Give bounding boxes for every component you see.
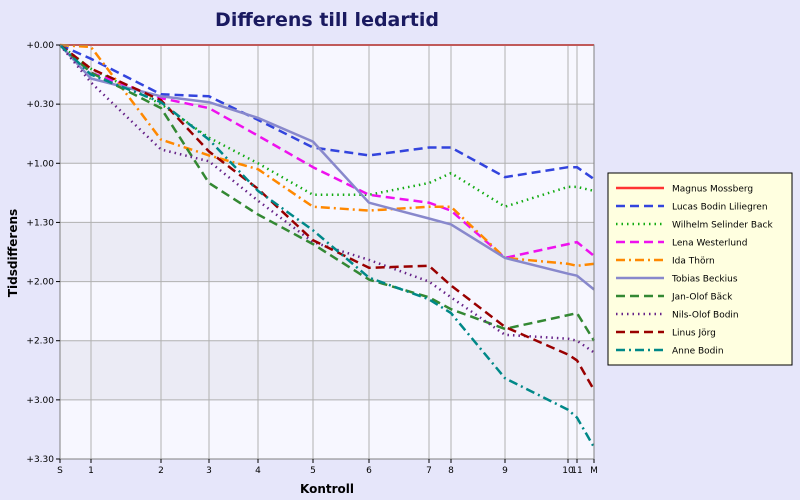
x-tick-label: M bbox=[590, 466, 598, 476]
legend-label: Anne Bodin bbox=[672, 347, 724, 357]
plot-band bbox=[60, 399, 594, 459]
series-line-8 bbox=[59, 44, 595, 354]
y-axis-title: Tidsdifferens bbox=[6, 209, 20, 297]
legend-label: Lucas Bodin Liliegren bbox=[672, 203, 768, 213]
chart-title: Differens till ledartid bbox=[215, 9, 439, 31]
legend-label: Magnus Mossberg bbox=[672, 185, 753, 195]
series-line-4 bbox=[59, 44, 595, 260]
y-axis-ticks: +0.00 +0.30 +1.00 +1.30 +2.00 +2.30 +3.00 +3.30 bbox=[26, 41, 60, 465]
x-axis-title: Kontroll bbox=[300, 482, 354, 496]
x-tick-label: 8 bbox=[448, 466, 454, 476]
y-tick-label: +3.00 bbox=[26, 396, 54, 406]
x-tick-label: S bbox=[57, 466, 63, 476]
legend-label: Nils-Olof Bodin bbox=[672, 311, 739, 321]
legend-label: Jan-Olof Bäck bbox=[671, 293, 733, 303]
series-line-5 bbox=[59, 43, 595, 268]
legend-label: Ida Thörn bbox=[672, 257, 715, 267]
plot-band bbox=[60, 222, 594, 282]
x-tick-label: 5 bbox=[310, 466, 316, 476]
x-tick-label: 6 bbox=[366, 466, 372, 476]
y-tick-label: +2.30 bbox=[26, 337, 54, 347]
legend-label: Linus Jörg bbox=[672, 329, 716, 339]
series-line-6 bbox=[59, 44, 595, 291]
x-tick-label: 1 bbox=[88, 466, 94, 476]
y-tick-label: +1.30 bbox=[26, 218, 54, 228]
x-tick-label: 3 bbox=[206, 466, 212, 476]
series-line-2 bbox=[59, 43, 595, 181]
plot-band bbox=[60, 340, 594, 400]
series-line-10 bbox=[59, 44, 596, 448]
y-tick-label: +3.30 bbox=[26, 455, 54, 465]
legend-label: Tobias Beckius bbox=[671, 275, 738, 285]
plot-area bbox=[60, 45, 594, 459]
y-tick-label: +0.30 bbox=[26, 100, 54, 110]
x-tick-label: 2 bbox=[158, 466, 164, 476]
series-line-9 bbox=[59, 44, 596, 391]
legend-label: Lena Westerlund bbox=[672, 239, 747, 249]
series-line-7 bbox=[59, 44, 596, 342]
y-tick-label: +1.00 bbox=[26, 159, 54, 169]
y-tick-label: +0.00 bbox=[26, 41, 54, 51]
plot-frame bbox=[59, 44, 595, 460]
x-tick-label: 11 bbox=[571, 466, 582, 476]
x-tick-label: 10 bbox=[562, 466, 574, 476]
x-tick-label: 4 bbox=[255, 466, 261, 476]
legend: Magnus Mossberg Lucas Bodin Liliegren Wilh… bbox=[607, 172, 793, 366]
x-tick-label: 9 bbox=[502, 466, 508, 476]
legend-label: Wilhelm Selinder Back bbox=[672, 221, 773, 231]
plot-band bbox=[60, 104, 594, 164]
plot-band bbox=[60, 163, 594, 223]
y-tick-label: +2.00 bbox=[26, 278, 54, 288]
x-tick-label: 7 bbox=[426, 466, 432, 476]
